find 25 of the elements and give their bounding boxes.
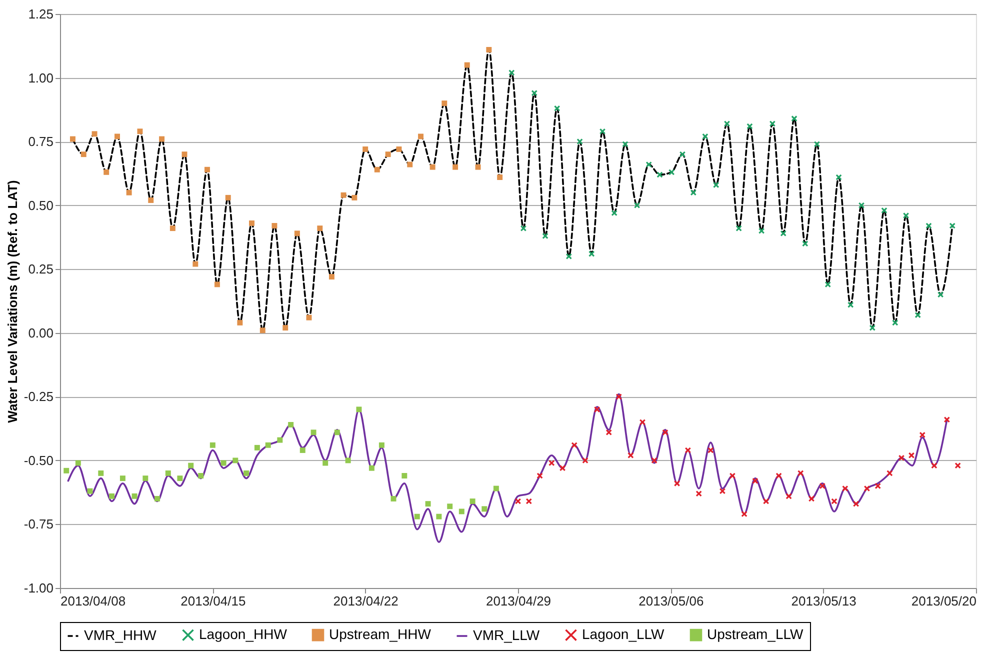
x-tick-label: 2013/04/15 [180, 594, 246, 608]
legend-label: Upstream_LLW [707, 626, 804, 642]
x-tick-label: 2013/04/29 [486, 594, 552, 608]
y-axis-title: Water Level Variations (m) (Ref. to LAT) [4, 180, 20, 423]
y-tick-label: 0.00 [28, 325, 54, 340]
x-tick-label: 2013/04/08 [60, 594, 126, 608]
x-tick-label: 2013/05/06 [638, 594, 704, 608]
legend-label: Upstream_HHW [329, 626, 432, 642]
x-tick-label: 2013/05/20 [911, 594, 976, 608]
y-tick-label: 0.25 [28, 262, 54, 277]
y-tick-label: 1.00 [28, 70, 54, 86]
y-tick-label: 1.25 [28, 6, 54, 22]
y-tick-label: -0.50 [24, 452, 54, 468]
x-tick-label: 2013/04/22 [333, 594, 398, 608]
legend-label: Lagoon_LLW [582, 626, 666, 642]
y-tick-label: 0.50 [28, 198, 54, 213]
y-tick-label: -1.00 [24, 580, 54, 596]
legend-label: VMR_HHW [84, 627, 158, 643]
legend-label: VMR_LLW [473, 627, 540, 643]
x-tick-label: 2013/05/13 [791, 594, 856, 608]
line-series [67, 393, 948, 543]
legend-label: Lagoon_HHW [199, 626, 288, 642]
y-tick-label: -0.75 [24, 516, 54, 532]
y-tick-label: -0.25 [24, 389, 54, 404]
y-tick-label: 0.75 [28, 134, 54, 150]
